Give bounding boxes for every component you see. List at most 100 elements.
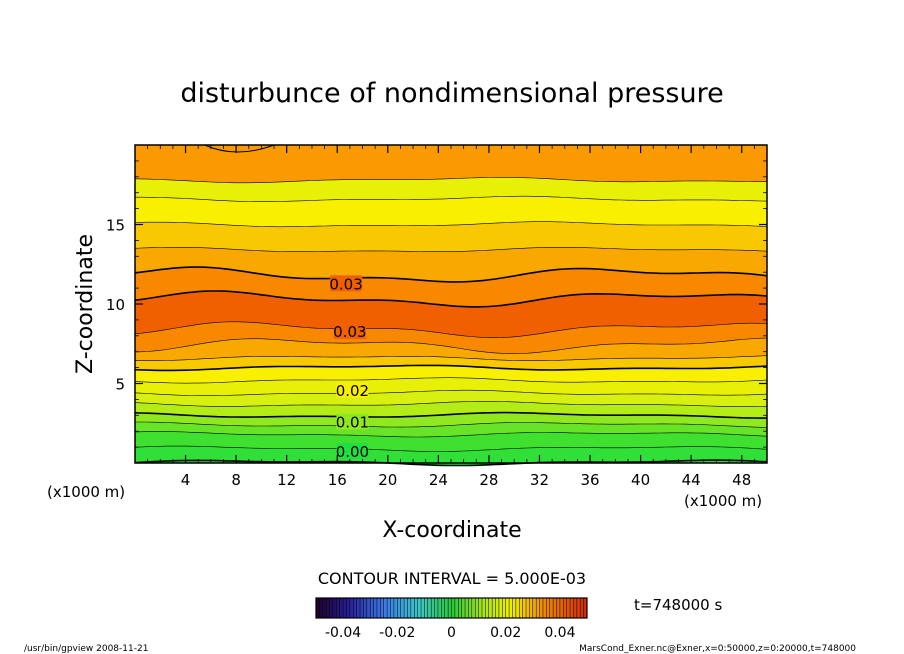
contour-line (134, 459, 768, 467)
contour-label-bg (336, 381, 369, 398)
contour-label-bg (330, 275, 363, 292)
colorbar-cell (356, 598, 361, 618)
footer-right: MarsCond_Exner.nc@Exner,x=0:50000,z=0:20… (579, 644, 856, 654)
colorbar-cell (363, 598, 368, 618)
colorbar-cell (454, 598, 459, 618)
colorbar-cell (437, 598, 442, 618)
colorbar-cell (485, 598, 490, 618)
colorbar-cell (475, 598, 479, 618)
contour-lines (134, 144, 768, 467)
colorbar-cell (556, 598, 561, 618)
colorbar-cell (515, 598, 520, 618)
colorbar-cell (370, 598, 374, 618)
colorbar-cell (488, 598, 493, 618)
colorbar-cell (417, 598, 422, 618)
colorbar-cell (481, 598, 486, 618)
colorbar-cell (431, 598, 435, 618)
colorbar-cell (373, 598, 378, 618)
colorbar-tick-label: 0.04 (544, 625, 575, 641)
colorbar-cell (329, 598, 334, 618)
colorbar-cell (427, 598, 432, 618)
band-1 (135, 446, 767, 463)
colorbar-cell (539, 598, 544, 618)
colorbar-cell (465, 598, 469, 618)
x-tick-label: 28 (479, 471, 498, 489)
contour-interval-text: CONTOUR INTERVAL = 5.000E-03 (318, 569, 586, 588)
x-tick-label: 24 (429, 471, 448, 489)
contour-line (134, 355, 768, 361)
colorbar-cell (536, 598, 540, 618)
x-tick-label: 8 (231, 471, 241, 489)
y-axis-ticks: 5 10 15 (106, 160, 767, 448)
colorbar-cell (349, 598, 354, 618)
colorbar-cell (448, 598, 452, 618)
chart-title: disturbunce of nondimensional pressure (180, 78, 723, 109)
colorbar-cell (570, 598, 574, 618)
x-tick-label: 20 (378, 471, 397, 489)
contour-line (134, 364, 768, 372)
colorbar-cell (553, 598, 557, 618)
colorbar-tick-label: -0.04 (325, 625, 361, 641)
contour-line (134, 337, 768, 354)
colorbar-cell (336, 598, 341, 618)
colorbar-cell (366, 598, 371, 618)
contour-label: 0.03 (329, 275, 362, 293)
colorbar-cell (495, 598, 500, 618)
colorbar-cell (461, 598, 466, 618)
x-tick-label: 40 (631, 471, 650, 489)
colorbar-tick-label: 0 (447, 625, 456, 641)
colorbar-cell (397, 598, 401, 618)
contour-line (134, 377, 768, 384)
x-tick-label: 16 (328, 471, 347, 489)
colorbar-cell (343, 598, 347, 618)
contour-line (134, 266, 768, 283)
y-tick-label: 5 (115, 376, 125, 394)
colorbar-cell (346, 598, 351, 618)
colorbar-cell (444, 598, 449, 618)
colorbar-cell (526, 598, 530, 618)
colorbar-cell (532, 598, 537, 618)
colorbar-cell (478, 598, 483, 618)
time-text: t=748000 s (634, 596, 722, 614)
colorbar-frame (315, 597, 588, 619)
contour-label: 0.00 (336, 443, 369, 461)
x-tick-label: 4 (181, 471, 191, 489)
plot-area (135, 145, 767, 466)
colorbar-cell (393, 598, 398, 618)
colorbar-cell (434, 598, 439, 618)
colorbar-cell (509, 598, 513, 618)
contour-labels: 0.03 0.03 0.02 0.01 0.00 (329, 275, 369, 461)
colorbar-cell (498, 598, 503, 618)
contour-line (134, 221, 768, 228)
colorbar-cell (376, 598, 381, 618)
colorbar-cell (512, 598, 517, 618)
contour-label-bg (336, 413, 369, 430)
colorbar-cell (319, 598, 324, 618)
colorbar-cell (468, 598, 473, 618)
x-tick-label: 12 (277, 471, 296, 489)
colorbar-cell (563, 598, 567, 618)
colorbar-cell (505, 598, 510, 618)
colorbar-cell (529, 598, 534, 618)
contour-line (135, 195, 768, 202)
contour-label: 0.01 (336, 414, 369, 432)
y-tick-label: 10 (106, 296, 125, 314)
colorbar-cell (522, 598, 527, 618)
contour-line (134, 445, 768, 452)
colorbar-cell (380, 598, 385, 618)
footer-left: /usr/bin/gpview 2008-11-21 (24, 644, 148, 654)
colorbar-cell (471, 598, 476, 618)
colorbar-cell (421, 598, 425, 618)
colorbar-cell (360, 598, 364, 618)
colorbar-cell (549, 598, 554, 618)
colorbar-cell (502, 598, 506, 618)
colorbar-cell (583, 598, 588, 618)
x-tick-label: 44 (682, 471, 701, 489)
x-tick-label: 36 (580, 471, 599, 489)
colorbar-cell (414, 598, 418, 618)
colorbar-cell (353, 598, 357, 618)
colorbar-cell (390, 598, 395, 618)
contour-label: 0.02 (336, 382, 369, 400)
colorbar-cell (326, 598, 330, 618)
contour-line (134, 290, 768, 308)
